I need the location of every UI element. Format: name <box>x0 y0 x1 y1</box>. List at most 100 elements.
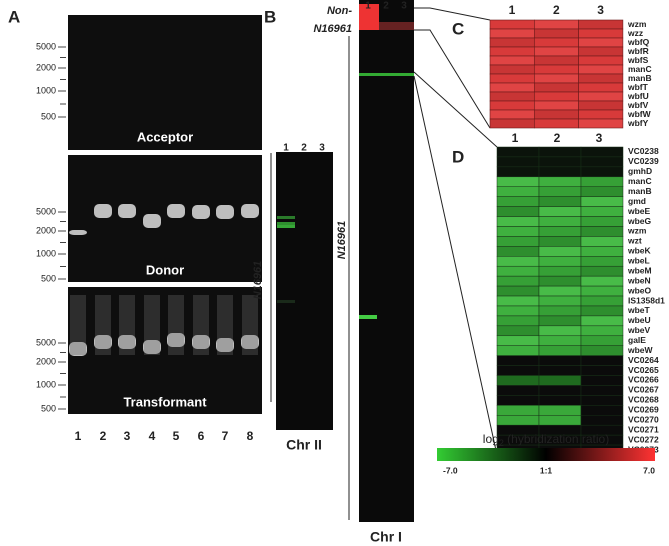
heatmap-cell <box>580 216 624 227</box>
heatmap-cell <box>580 335 624 346</box>
heatmap-cell <box>538 335 582 346</box>
heatmap-cell <box>496 305 540 317</box>
heatmap-cell <box>533 19 579 30</box>
gene-label: VC0269 <box>628 405 659 415</box>
gene-label: wbfS <box>627 55 649 65</box>
gene-label: wbeN <box>627 275 651 285</box>
color-scale <box>437 448 655 461</box>
heatmap-cell <box>578 37 624 48</box>
gene-label: wbfV <box>627 100 649 110</box>
ladder-label: 5000 <box>36 337 56 347</box>
gene-label: wbeE <box>627 206 651 216</box>
gel-band <box>241 335 259 349</box>
ladder-label: 1000 <box>36 248 56 258</box>
gel-band <box>143 340 161 354</box>
heatmap-cell <box>538 265 582 277</box>
heatmap-cell <box>580 176 624 187</box>
gene-label: wzt <box>627 236 642 246</box>
heatmap-cell <box>496 265 540 277</box>
array-spot <box>359 73 414 76</box>
scale-label: 1:1 <box>540 465 553 475</box>
gel-smear <box>70 295 86 355</box>
heatmap-cell <box>580 375 624 386</box>
heatmap-cell <box>580 196 624 207</box>
heatmap-cell <box>578 82 624 93</box>
gel-band <box>192 335 210 349</box>
heatmap-cell <box>496 206 540 217</box>
heatmap-cell <box>489 46 535 57</box>
lane-number: 2 <box>301 143 307 154</box>
lane-number: 2 <box>383 1 389 12</box>
heatmap-cell <box>580 395 624 406</box>
heatmap-cell <box>489 109 535 120</box>
gel-smear <box>217 295 233 355</box>
heatmap-cell <box>496 365 540 376</box>
heatmap-cell <box>538 256 582 267</box>
region-label: N16961 <box>252 261 264 300</box>
heatmap-cell <box>538 146 582 158</box>
gene-label: VC0272 <box>628 434 659 444</box>
heatmap-cell <box>496 345 540 356</box>
heatmap-cell <box>496 415 540 426</box>
heatmap-cell <box>489 118 535 129</box>
gel-smear <box>242 295 258 355</box>
heatmap-cell <box>489 19 535 30</box>
heatmap-cell <box>538 395 582 406</box>
heatmap-cell <box>533 28 579 39</box>
heatmap-cell <box>496 236 540 247</box>
heatmap-cell <box>578 73 624 84</box>
gene-label: galE <box>628 335 646 345</box>
gene-label: VC0265 <box>628 365 659 375</box>
heatmap-cell <box>496 196 540 207</box>
heatmap-cell <box>580 166 624 178</box>
heatmap-cell <box>538 176 582 187</box>
panel-letter: D <box>452 147 464 166</box>
heatmap-cell <box>580 206 624 217</box>
scale-label: -7.0 <box>443 465 458 475</box>
heatmap-cell <box>580 365 624 376</box>
region-label: N16961 <box>336 221 348 260</box>
heatmap-cell <box>538 166 582 178</box>
heatmap-cell <box>496 335 540 346</box>
heatmap-cell <box>533 82 579 93</box>
gene-label: VC0264 <box>628 355 659 365</box>
gel-band <box>143 214 161 228</box>
gene-label: wbeT <box>627 305 651 315</box>
panel-letter: A <box>8 7 20 26</box>
array-spot <box>379 22 414 30</box>
array-spot <box>359 4 379 30</box>
heatmap-cell <box>538 206 582 217</box>
gel-image <box>68 15 262 150</box>
heatmap-cell <box>496 395 540 406</box>
gel-band <box>192 205 210 219</box>
gel-band <box>94 204 112 218</box>
heatmap-cell <box>496 375 540 386</box>
ladder-label: 1000 <box>36 379 56 389</box>
heatmap-cell <box>578 55 624 66</box>
heatmap-cell <box>496 295 540 307</box>
heatmap-cell <box>538 236 582 247</box>
heatmap-cell <box>538 156 582 168</box>
heatmap-cell <box>538 196 582 207</box>
heatmap-cell <box>496 216 540 227</box>
connector <box>414 29 491 129</box>
gene-label: wbeG <box>627 216 652 226</box>
array-spot <box>277 300 295 303</box>
heatmap-cell <box>489 73 535 84</box>
heatmap-cell <box>496 186 540 197</box>
gel-name: Donor <box>146 262 184 277</box>
heatmap-cell <box>496 176 540 187</box>
heatmap-cell <box>580 295 624 307</box>
heatmap-cell <box>538 295 582 307</box>
array-spot <box>277 222 295 225</box>
gene-label: wbeK <box>627 246 652 256</box>
scale-title: log2 (hybridization ratio) <box>483 432 609 448</box>
gene-label: wbeU <box>627 315 651 325</box>
heatmap-cell <box>496 256 540 267</box>
heatmap-cell <box>496 275 540 287</box>
heatmap-cell <box>533 37 579 48</box>
heatmap-cell <box>580 345 624 356</box>
gel-band <box>94 335 112 349</box>
heatmap-cell <box>496 285 540 297</box>
